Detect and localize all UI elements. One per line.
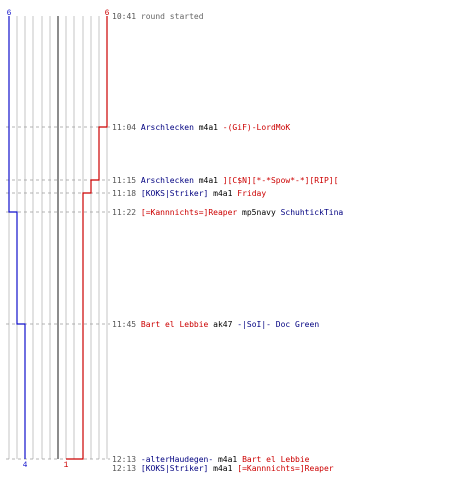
event-row: 11:45 Bart el Lebbie ak47 -|SoI|- Doc Gr… — [112, 320, 319, 330]
event-player: SchuhtickTina — [280, 208, 344, 217]
event-row: 11:18 [KOKS|Striker] m4a1 Friday — [112, 189, 266, 199]
event-player: Bart el Lebbie — [242, 455, 310, 464]
event-row: 12:13 [KOKS|Striker] m4a1 [=Kannnichts=]… — [112, 464, 334, 474]
red-team-score-line — [66, 16, 108, 460]
blue-team-end-score: 4 — [23, 461, 28, 470]
event-row: 10:41 round started — [112, 12, 204, 22]
event-weapon: m4a1 — [193, 123, 223, 132]
red-team-start-score: 6 — [105, 9, 110, 18]
event-weapon: m4a1 — [193, 176, 223, 185]
event-player: Arschlecken — [140, 123, 194, 132]
event-player: round started — [140, 12, 204, 21]
event-time: 12:13 — [112, 464, 141, 473]
event-player: [=Kannnichts=]Reaper — [237, 464, 334, 473]
event-row: 11:04 Arschlecken m4a1 -(GiF)-LordMoK — [112, 123, 290, 133]
event-player: [KOKS|Striker] — [140, 189, 209, 198]
blue-team-score-line — [8, 16, 26, 459]
event-weapon: ak47 — [208, 320, 238, 329]
event-weapon: m4a1 — [208, 189, 238, 198]
event-player: [KOKS|Striker] — [140, 464, 209, 473]
event-weapon: mp5navy — [237, 208, 281, 217]
player-slot-grid — [8, 16, 108, 459]
event-row: 11:22 [=Kannnichts=]Reaper mp5navy Schuh… — [112, 208, 343, 218]
event-time: 10:41 — [112, 12, 141, 21]
blue-team-start-score: 6 — [7, 9, 12, 18]
event-weapon: m4a1 — [208, 464, 238, 473]
event-row: 12:13 -alterHaudegen- m4a1 Bart el Lebbi… — [112, 455, 310, 465]
team-score-lines — [8, 16, 108, 460]
event-time: 11:04 — [112, 123, 141, 132]
event-time: 11:18 — [112, 189, 141, 198]
event-time: 11:15 — [112, 176, 141, 185]
event-player: Bart el Lebbie — [140, 320, 209, 329]
event-time: 11:22 — [112, 208, 141, 217]
event-player: -alterHaudegen- — [140, 455, 214, 464]
event-weapon: m4a1 — [213, 455, 243, 464]
event-time: 11:45 — [112, 320, 141, 329]
event-player: -(GiF)-LordMoK — [222, 123, 291, 132]
red-team-end-score: 1 — [64, 461, 69, 470]
event-time: 12:13 — [112, 455, 141, 464]
event-player: ][C$N][*-*Spow*-*][RIP][ — [222, 176, 339, 185]
event-player: Arschlecken — [140, 176, 194, 185]
event-player: Friday — [237, 189, 267, 198]
event-player: -|SoI|- Doc Green — [237, 320, 320, 329]
event-row: 11:15 Arschlecken m4a1 ][C$N][*-*Spow*-*… — [112, 176, 338, 186]
event-player: [=Kannnichts=]Reaper — [140, 208, 238, 217]
